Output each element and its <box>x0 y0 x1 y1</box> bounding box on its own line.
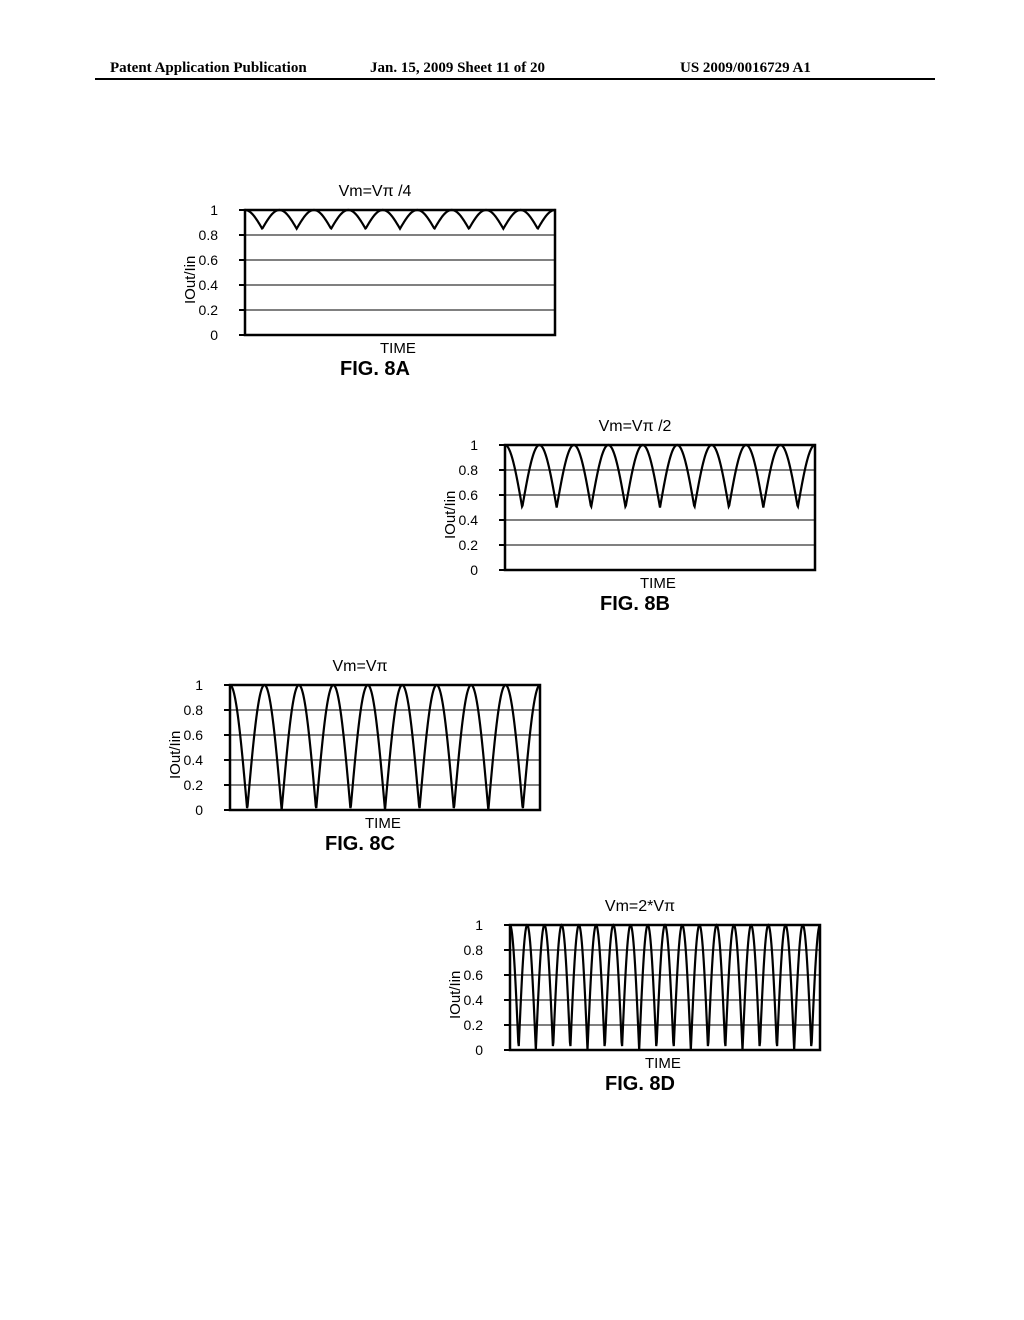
figure-label: FIG. 8B <box>450 593 820 616</box>
ytick: 0.8 <box>448 462 478 478</box>
ytick: 0.8 <box>188 227 218 243</box>
chart-svg <box>175 680 545 815</box>
y-axis-label: IOut/Iin <box>182 255 199 303</box>
chart-C: Vm=Vπ 10.80.60.40.20 IOut/Iin TIME FIG. … <box>175 680 545 815</box>
figure-label: FIG. 8A <box>190 358 560 381</box>
ytick: 0.2 <box>448 537 478 553</box>
x-axis-label: TIME <box>365 815 401 832</box>
ytick: 0 <box>173 802 203 818</box>
ytick: 0.8 <box>453 942 483 958</box>
x-axis-label: TIME <box>640 575 676 592</box>
header-left: Patent Application Publication <box>110 60 307 77</box>
x-axis-label: TIME <box>380 340 416 357</box>
ytick: 0 <box>188 327 218 343</box>
chart-svg <box>455 920 825 1055</box>
chart-title: Vm=2*Vπ <box>455 898 825 916</box>
figure-label: FIG. 8C <box>175 833 545 856</box>
header-rule <box>95 78 935 80</box>
ytick: 0 <box>448 562 478 578</box>
ytick: 1 <box>448 437 478 453</box>
ytick: 0.2 <box>188 302 218 318</box>
ytick: 0.2 <box>453 1017 483 1033</box>
chart-A: Vm=Vπ /4 10.80.60.40.20 IOut/Iin TIME FI… <box>190 205 560 340</box>
figure-label: FIG. 8D <box>455 1073 825 1096</box>
ytick: 1 <box>188 202 218 218</box>
chart-svg <box>190 205 560 340</box>
y-axis-label: IOut/Iin <box>447 970 464 1018</box>
chart-title: Vm=Vπ <box>175 658 545 676</box>
ytick: 0.8 <box>173 702 203 718</box>
ytick: 1 <box>453 917 483 933</box>
chart-svg <box>450 440 820 575</box>
chart-title: Vm=Vπ /2 <box>450 418 820 436</box>
y-axis-label: IOut/Iin <box>442 490 459 538</box>
x-axis-label: TIME <box>645 1055 681 1072</box>
ytick: 0 <box>453 1042 483 1058</box>
y-axis-label: IOut/Iin <box>167 730 184 778</box>
ytick: 1 <box>173 677 203 693</box>
chart-title: Vm=Vπ /4 <box>190 183 560 201</box>
chart-D: Vm=2*Vπ 10.80.60.40.20 IOut/Iin TIME FIG… <box>455 920 825 1055</box>
ytick: 0.2 <box>173 777 203 793</box>
chart-B: Vm=Vπ /2 10.80.60.40.20 IOut/Iin TIME FI… <box>450 440 820 575</box>
header-right: US 2009/0016729 A1 <box>680 60 811 77</box>
header-mid: Jan. 15, 2009 Sheet 11 of 20 <box>370 60 545 77</box>
